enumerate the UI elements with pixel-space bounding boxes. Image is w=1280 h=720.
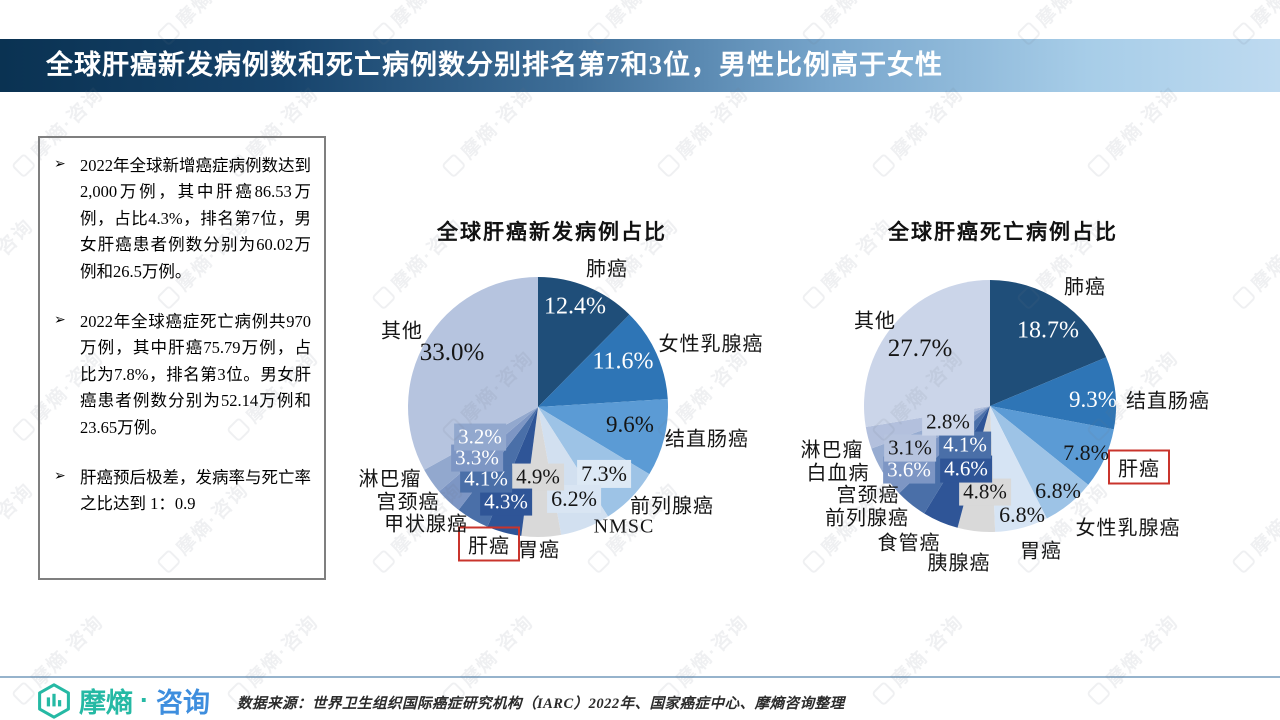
pie-slice — [408, 277, 538, 470]
chart-title-deaths: 全球肝癌死亡病例占比 — [888, 220, 1118, 244]
footer-divider — [0, 676, 1280, 678]
pie-slice — [538, 399, 669, 475]
pie-slice — [990, 357, 1117, 430]
data-source: 数据来源：世界卫生组织国际癌症研究机构（IARC）2022年、国家癌症中心、摩熵… — [237, 696, 845, 712]
brand-logo: 摩熵 · 咨询 — [36, 681, 210, 720]
bullet-arrow-icon: ➢ — [54, 157, 66, 172]
key-points-box: ➢ 2022年全球新增癌症病例数达到2,000万例，其中肝癌86.53万例，占比… — [38, 136, 326, 580]
bullet-text: 肝癌预后极差，发病率与死亡率之比达到 1：0.9 — [80, 467, 311, 514]
brand-dot: · — [140, 685, 149, 715]
bullet-arrow-icon: ➢ — [54, 312, 66, 328]
bullet-item: ➢ 2022年全球新增癌症病例数达到2,000万例，其中肝癌86.53万例，占比… — [53, 153, 311, 285]
pie-slice — [538, 277, 630, 407]
brand-hexagon-icon — [38, 682, 70, 719]
brand-text-primary: 摩熵 — [79, 688, 133, 718]
bullet-item: ➢ 2022年全球癌症死亡病例共970万例，其中肝癌75.79万例，占比为7.8… — [53, 309, 311, 441]
bullet-text: 2022年全球癌症死亡病例共970万例，其中肝癌75.79万例，占比为7.8%，… — [80, 311, 311, 437]
pie-slice — [990, 280, 1107, 406]
pie-slice — [538, 314, 668, 407]
pie-slice — [990, 406, 1089, 519]
page-title: 全球肝癌新发病例数和死亡病例数分别排名第7和3位，男性比例高于女性 — [46, 50, 943, 80]
bullet-arrow-icon: ➢ — [54, 468, 66, 484]
title-bar: 全球肝癌新发病例数和死亡病例数分别排名第7和3位，男性比例高于女性 — [0, 39, 1280, 92]
pie-slice — [990, 406, 1114, 485]
bullet-item: ➢ 肝癌预后极差，发病率与死亡率之比达到 1：0.9 — [53, 465, 311, 518]
bullet-text: 2022年全球新增癌症病例数达到2,000万例，其中肝癌86.53万例，占比4.… — [80, 156, 311, 281]
chart-title-new-cases: 全球肝癌新发病例占比 — [437, 220, 667, 244]
pie-slice — [863, 279, 990, 428]
brand-text-secondary: 咨询 — [156, 688, 210, 718]
